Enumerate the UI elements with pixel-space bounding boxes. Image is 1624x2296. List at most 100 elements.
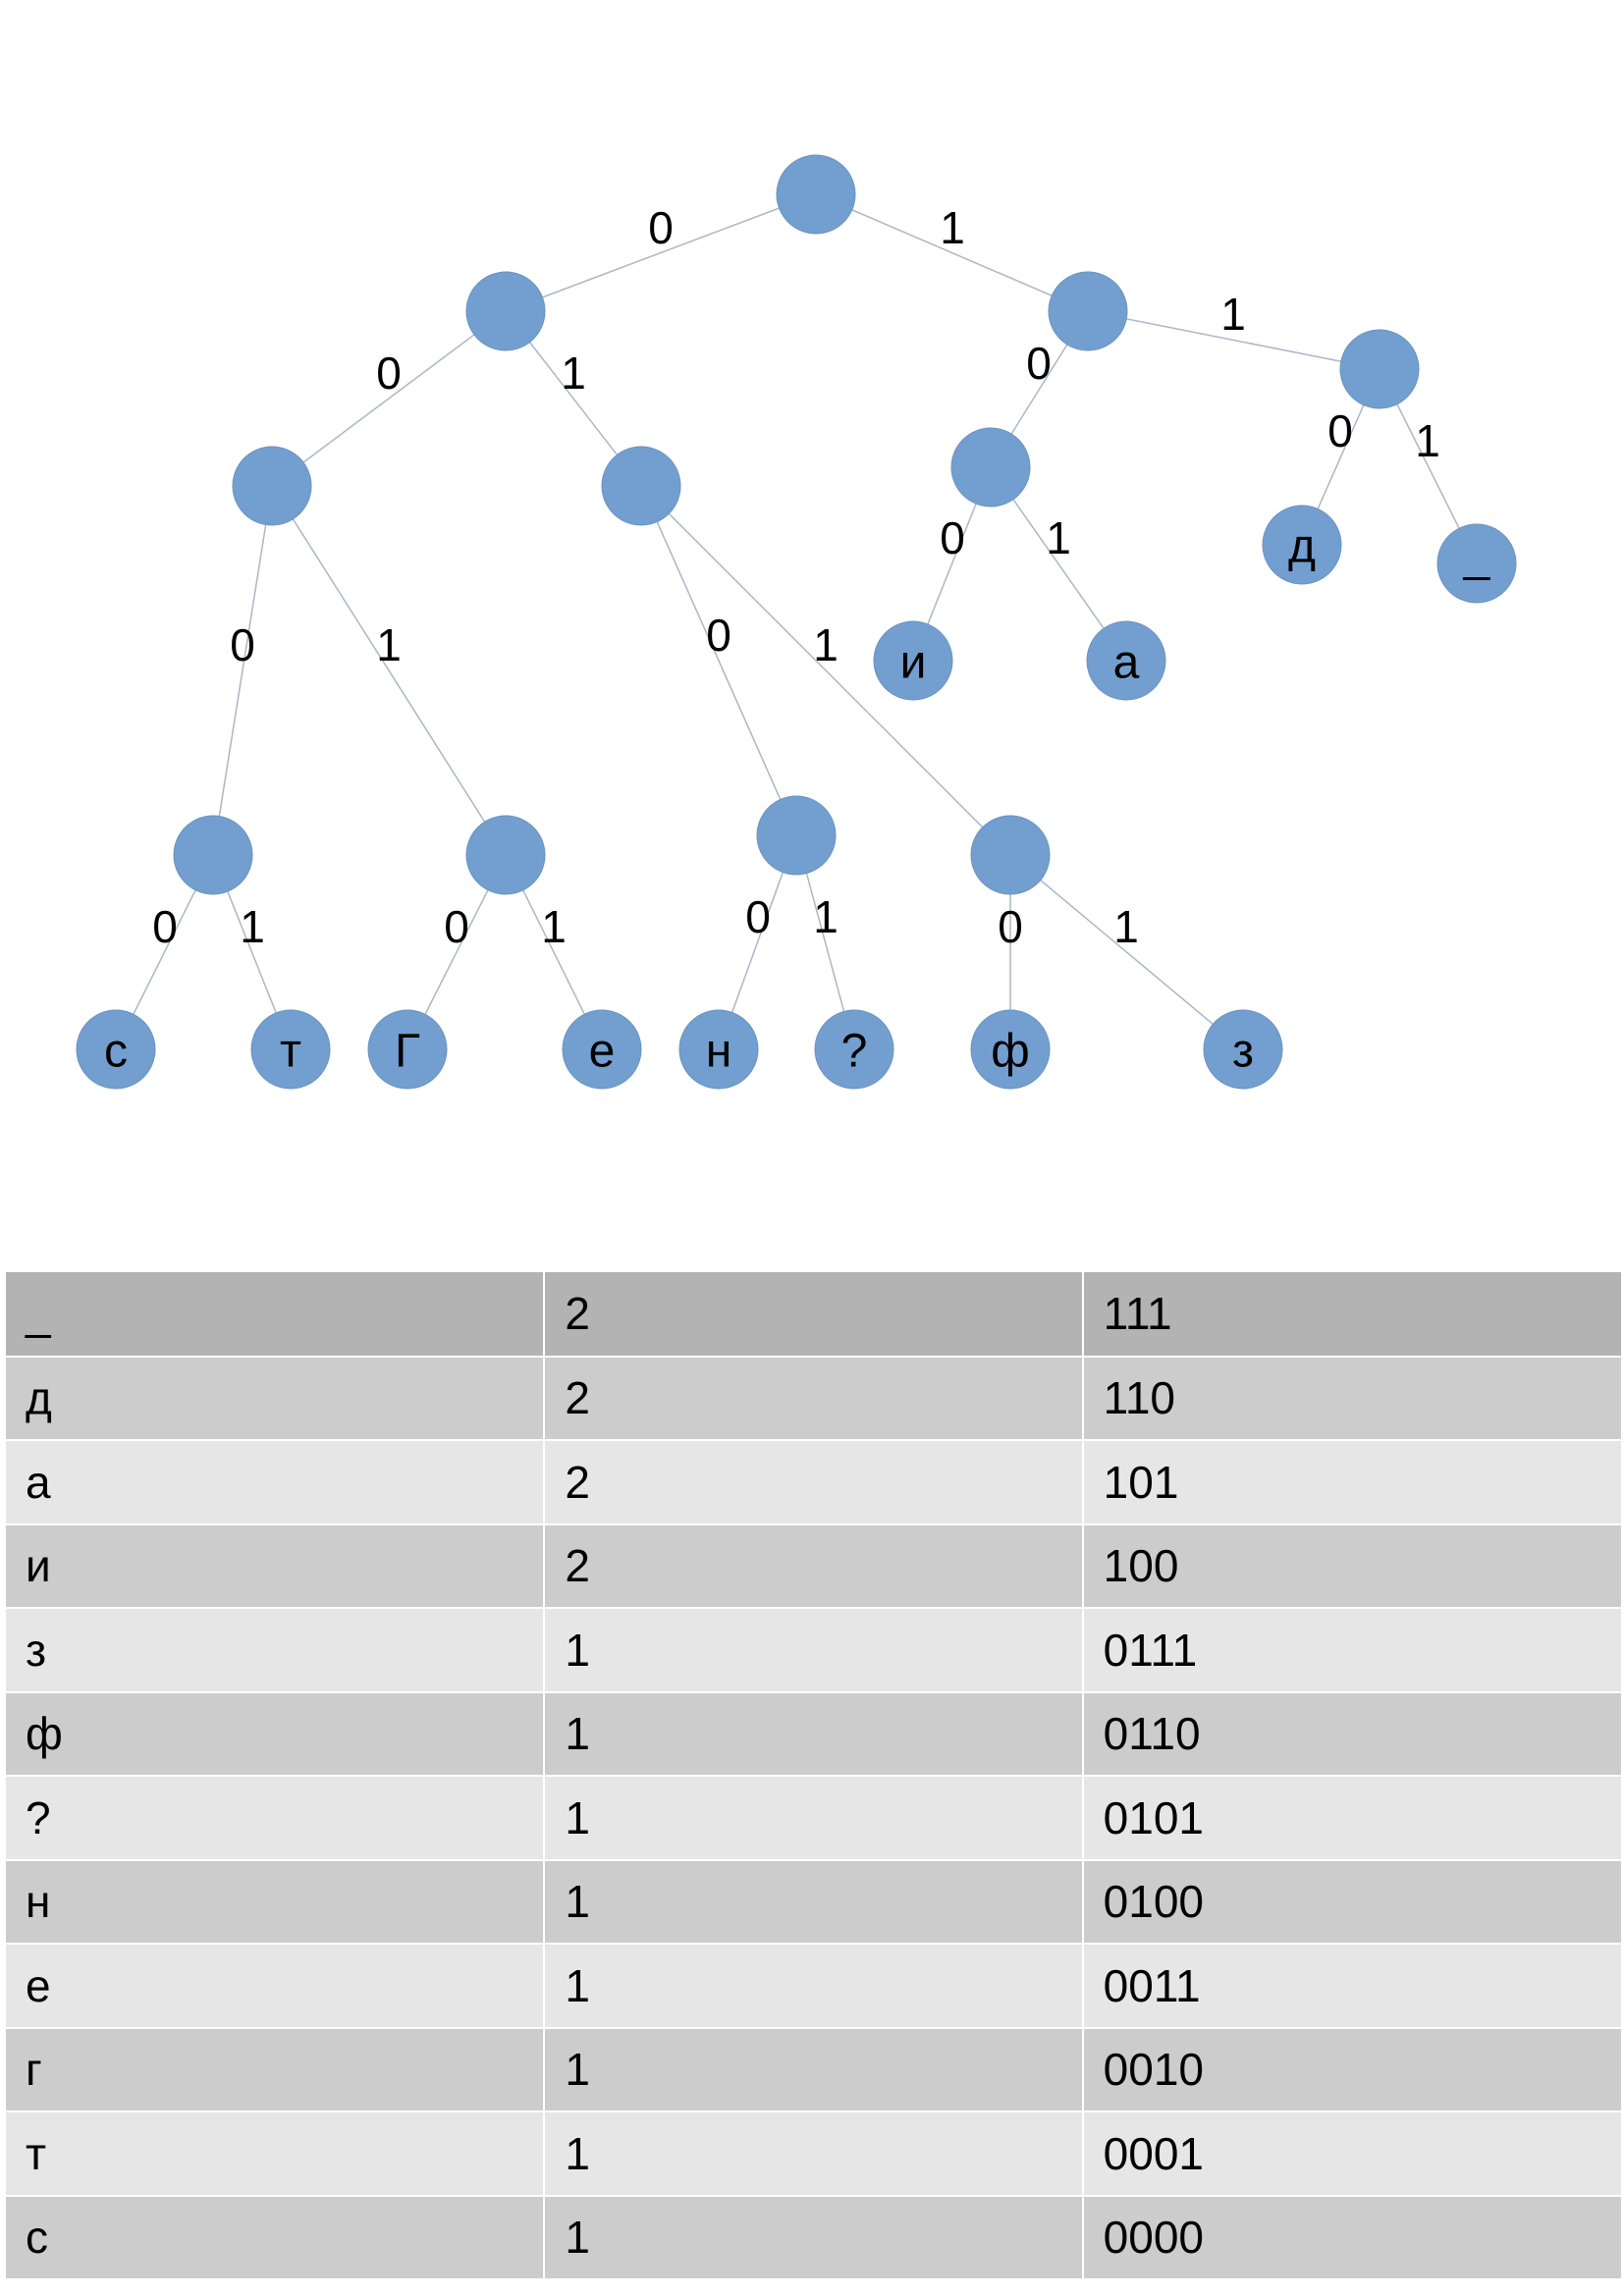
node-circle — [601, 446, 681, 526]
tree-leaf-node: з — [1203, 1009, 1283, 1090]
tree-leaf-node: ф — [970, 1009, 1051, 1090]
code-cell: 0111 — [1082, 1608, 1621, 1693]
count-cell: 1 — [544, 2111, 1084, 2197]
tree-leaf-node: а — [1086, 620, 1166, 701]
symbol-cell: _ — [6, 1272, 546, 1358]
node-circle — [814, 1009, 894, 1090]
count-cell: 1 — [544, 2195, 1084, 2280]
node-circle — [76, 1009, 156, 1090]
tree-leaf-node: Г — [367, 1009, 448, 1090]
edge-bit-label: 1 — [1220, 289, 1246, 340]
node-circle — [1203, 1009, 1283, 1090]
node-circle — [756, 795, 837, 876]
table-row: а 2 101 — [6, 1440, 1621, 1525]
tree-leaf-node: н — [678, 1009, 759, 1090]
symbol-cell: е — [6, 1944, 546, 2029]
tree-internal-node — [1339, 329, 1420, 409]
node-symbol-label: з — [1232, 1026, 1254, 1078]
edge-bit-label: 0 — [745, 891, 771, 942]
node-circle — [465, 815, 546, 895]
edge-bit-label: 1 — [813, 619, 839, 670]
tree-edge — [1087, 310, 1380, 370]
node-circle — [562, 1009, 642, 1090]
table-row: ф 1 0110 — [6, 1691, 1621, 1777]
node-symbol-label: е — [589, 1026, 616, 1078]
node-symbol-label: д — [1288, 521, 1316, 573]
edge-bit-label: 0 — [152, 901, 178, 952]
tree-internal-node — [776, 154, 856, 235]
count-cell: 2 — [544, 1356, 1084, 1441]
tree-leaf-node: т — [250, 1009, 331, 1090]
table-row: ? 1 0101 — [6, 1776, 1621, 1861]
tree-leaf-node: е — [562, 1009, 642, 1090]
tree-internal-node — [173, 815, 253, 895]
edge-bit-label: 0 — [998, 901, 1023, 952]
tree-edge — [640, 485, 797, 836]
node-circle — [678, 1009, 759, 1090]
code-cell: 101 — [1082, 1440, 1621, 1525]
symbol-cell: а — [6, 1440, 546, 1525]
code-cell: 0101 — [1082, 1776, 1621, 1861]
node-circle — [1086, 620, 1166, 701]
count-cell: 1 — [544, 1776, 1084, 1861]
tree-edge — [505, 193, 817, 312]
tree-leaf-node: и — [873, 620, 953, 701]
edge-bit-label: 1 — [813, 891, 839, 942]
count-cell: 2 — [544, 1440, 1084, 1525]
code-cell: 0100 — [1082, 1859, 1621, 1945]
node-symbol-label: ? — [841, 1026, 868, 1078]
node-circle — [250, 1009, 331, 1090]
edge-bit-label: 1 — [561, 347, 586, 399]
node-symbol-label: и — [900, 637, 927, 689]
count-cell: 2 — [544, 1272, 1084, 1358]
code-cell: 111 — [1082, 1272, 1621, 1358]
node-symbol-label: Г — [395, 1026, 420, 1078]
code-cell: 110 — [1082, 1356, 1621, 1441]
table-row: д 2 110 — [6, 1356, 1621, 1441]
tree-internal-node — [756, 795, 837, 876]
node-symbol-label: с — [104, 1026, 128, 1078]
symbol-cell: с — [6, 2195, 546, 2280]
count-cell: 1 — [544, 1944, 1084, 2029]
symbol-cell: т — [6, 2111, 546, 2197]
code-cell: 100 — [1082, 1523, 1621, 1609]
symbol-cell: ? — [6, 1776, 546, 1861]
tree-internal-node — [970, 815, 1051, 895]
tree-internal-node — [465, 271, 546, 351]
edge-bit-label: 0 — [444, 901, 469, 952]
edge-bit-label: 0 — [1026, 338, 1052, 389]
edge-bit-label: 0 — [230, 619, 255, 670]
node-circle — [465, 271, 546, 351]
code-cell: 0011 — [1082, 1944, 1621, 2029]
symbol-cell: з — [6, 1608, 546, 1693]
node-circle — [173, 815, 253, 895]
count-cell: 1 — [544, 2027, 1084, 2112]
table-row: с 1 0000 — [6, 2195, 1621, 2280]
node-symbol-label: а — [1113, 637, 1140, 689]
tree-internal-node — [601, 446, 681, 526]
table-row: _ 2 111 — [6, 1272, 1621, 1358]
symbol-cell: н — [6, 1859, 546, 1945]
table-row: г 1 0010 — [6, 2027, 1621, 2112]
edge-bit-label: 0 — [940, 512, 965, 563]
edge-bit-label: 0 — [648, 202, 674, 253]
edge-bit-label: 1 — [1046, 512, 1071, 563]
node-circle — [367, 1009, 448, 1090]
table-row: е 1 0011 — [6, 1944, 1621, 2029]
node-circle — [970, 1009, 1051, 1090]
node-circle — [232, 446, 312, 526]
node-circle — [1262, 505, 1342, 585]
tree-edge — [212, 485, 273, 856]
tree-edges — [115, 193, 1478, 1050]
symbol-cell: д — [6, 1356, 546, 1441]
tree-edge — [271, 310, 507, 487]
tree-edge-labels: 0 10 1 010 10 10 1 0 10 1 0 1 0 1 0 1 — [152, 202, 1440, 952]
table-row: и 2 100 — [6, 1523, 1621, 1609]
tree-internal-node — [465, 815, 546, 895]
node-circle — [1048, 271, 1128, 351]
code-cell: 0000 — [1082, 2195, 1621, 2280]
table-row: з 1 0111 — [6, 1608, 1621, 1693]
huffman-code-table: _ 2 111 д 2 110 а 2 101 и 2 100 з 1 0111 ф 1 0110? 1 0101 н 1… — [6, 1272, 1621, 2280]
tree-leaf-node: с — [76, 1009, 156, 1090]
